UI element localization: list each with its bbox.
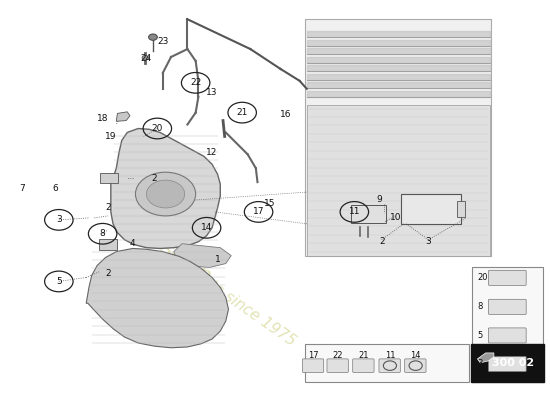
Polygon shape bbox=[111, 128, 221, 248]
FancyBboxPatch shape bbox=[327, 359, 348, 372]
Text: 12: 12 bbox=[206, 148, 218, 157]
Text: 6: 6 bbox=[52, 184, 58, 192]
FancyBboxPatch shape bbox=[302, 359, 324, 372]
Text: 14: 14 bbox=[410, 351, 421, 360]
Text: 11: 11 bbox=[384, 351, 395, 360]
FancyBboxPatch shape bbox=[101, 173, 118, 183]
Text: 20: 20 bbox=[152, 124, 163, 133]
Text: 22: 22 bbox=[190, 78, 201, 87]
Text: 2: 2 bbox=[105, 204, 111, 212]
FancyBboxPatch shape bbox=[488, 270, 526, 286]
Text: 24: 24 bbox=[141, 54, 152, 64]
Text: 20: 20 bbox=[477, 273, 488, 282]
Text: 11: 11 bbox=[349, 208, 360, 216]
FancyBboxPatch shape bbox=[353, 359, 374, 372]
FancyBboxPatch shape bbox=[305, 344, 469, 382]
Polygon shape bbox=[86, 248, 228, 348]
Text: 3: 3 bbox=[425, 237, 431, 246]
Text: 13: 13 bbox=[206, 88, 218, 97]
FancyBboxPatch shape bbox=[305, 19, 491, 256]
Text: 2: 2 bbox=[379, 237, 384, 246]
Circle shape bbox=[135, 172, 196, 216]
Polygon shape bbox=[116, 112, 130, 121]
Text: 1: 1 bbox=[214, 255, 221, 264]
Polygon shape bbox=[477, 353, 494, 363]
Circle shape bbox=[146, 180, 185, 208]
Text: 14: 14 bbox=[201, 223, 212, 232]
Text: 10: 10 bbox=[389, 213, 401, 222]
Text: 8: 8 bbox=[100, 229, 106, 238]
Text: 7: 7 bbox=[19, 184, 25, 192]
FancyBboxPatch shape bbox=[488, 299, 526, 314]
Circle shape bbox=[142, 56, 148, 60]
FancyBboxPatch shape bbox=[379, 359, 400, 372]
Text: 2: 2 bbox=[105, 269, 111, 278]
FancyBboxPatch shape bbox=[471, 344, 544, 382]
Circle shape bbox=[148, 34, 157, 40]
FancyBboxPatch shape bbox=[401, 194, 461, 224]
Text: 16: 16 bbox=[280, 110, 292, 119]
Text: 17: 17 bbox=[253, 208, 265, 216]
Text: 17: 17 bbox=[308, 351, 318, 360]
Text: 3: 3 bbox=[477, 359, 483, 368]
Text: 5: 5 bbox=[477, 330, 483, 340]
Text: 5: 5 bbox=[56, 277, 62, 286]
Text: for parts since 1975: for parts since 1975 bbox=[164, 249, 299, 350]
Text: 3: 3 bbox=[56, 215, 62, 224]
FancyBboxPatch shape bbox=[472, 267, 543, 382]
FancyBboxPatch shape bbox=[307, 105, 490, 256]
FancyBboxPatch shape bbox=[350, 205, 386, 223]
Text: 21: 21 bbox=[236, 108, 248, 117]
Text: 8: 8 bbox=[477, 302, 483, 311]
Text: 300 02: 300 02 bbox=[492, 358, 534, 368]
FancyBboxPatch shape bbox=[488, 328, 526, 343]
Text: 18: 18 bbox=[97, 114, 108, 123]
FancyBboxPatch shape bbox=[405, 359, 426, 372]
FancyBboxPatch shape bbox=[457, 201, 465, 217]
Text: 4: 4 bbox=[130, 239, 135, 248]
Text: 9: 9 bbox=[376, 196, 382, 204]
Text: a passion: a passion bbox=[117, 209, 214, 286]
Text: 22: 22 bbox=[333, 351, 343, 360]
Text: 19: 19 bbox=[105, 132, 117, 141]
Polygon shape bbox=[174, 244, 231, 268]
FancyBboxPatch shape bbox=[488, 356, 526, 372]
Text: 21: 21 bbox=[359, 351, 369, 360]
FancyBboxPatch shape bbox=[100, 239, 117, 250]
Text: 2: 2 bbox=[152, 174, 157, 183]
Text: 15: 15 bbox=[264, 200, 276, 208]
Text: 23: 23 bbox=[157, 37, 168, 46]
